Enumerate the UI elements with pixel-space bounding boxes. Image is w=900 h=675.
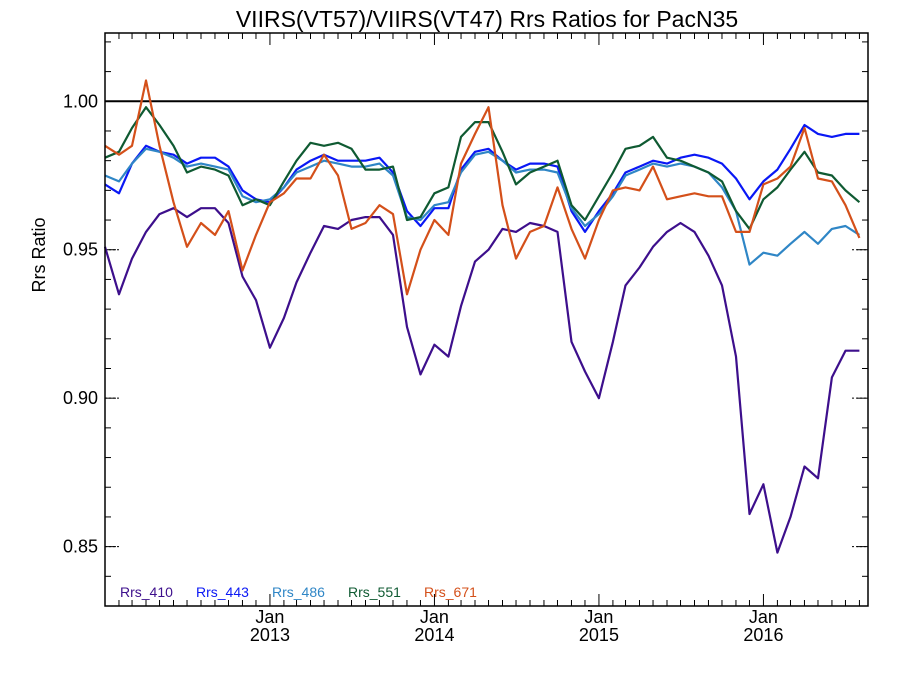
x-tick-label-month: Jan xyxy=(420,607,449,627)
x-tick-label-month: Jan xyxy=(584,607,613,627)
y-tick-label: 0.90 xyxy=(63,388,98,408)
legend-item-rrs-551: Rrs_551 xyxy=(348,584,401,600)
chart-title: VIIRS(VT57)/VIIRS(VT47) Rrs Ratios for P… xyxy=(236,6,738,32)
series-line-rrs-443 xyxy=(104,123,860,233)
x-tick-label-month: Jan xyxy=(255,607,284,627)
plot-area: 0.850.900.951.00Jan2013Jan2014Jan2015Jan… xyxy=(63,33,868,645)
x-tick-label-year: 2013 xyxy=(250,625,290,645)
x-tick-label-year: 2016 xyxy=(743,625,783,645)
series-line-rrs-671 xyxy=(104,79,861,296)
x-tick-label-year: 2015 xyxy=(579,625,619,645)
x-tick-label-year: 2014 xyxy=(414,625,454,645)
y-tick-label: 0.85 xyxy=(63,537,98,557)
legend-item-rrs-443: Rrs_443 xyxy=(196,584,249,600)
y-tick-label: 0.95 xyxy=(63,240,98,260)
legend-item-rrs-486: Rrs_486 xyxy=(272,584,325,600)
y-tick-label: 1.00 xyxy=(63,91,98,111)
y-axis-label: Rrs Ratio xyxy=(29,217,49,292)
series-line-rrs-410 xyxy=(103,207,860,554)
legend-item-rrs-410: Rrs_410 xyxy=(120,584,173,600)
plot-frame xyxy=(104,32,869,607)
series-line-rrs-486 xyxy=(104,147,860,266)
x-tick-label-month: Jan xyxy=(749,607,778,627)
legend-item-rrs-671: Rrs_671 xyxy=(424,584,477,600)
